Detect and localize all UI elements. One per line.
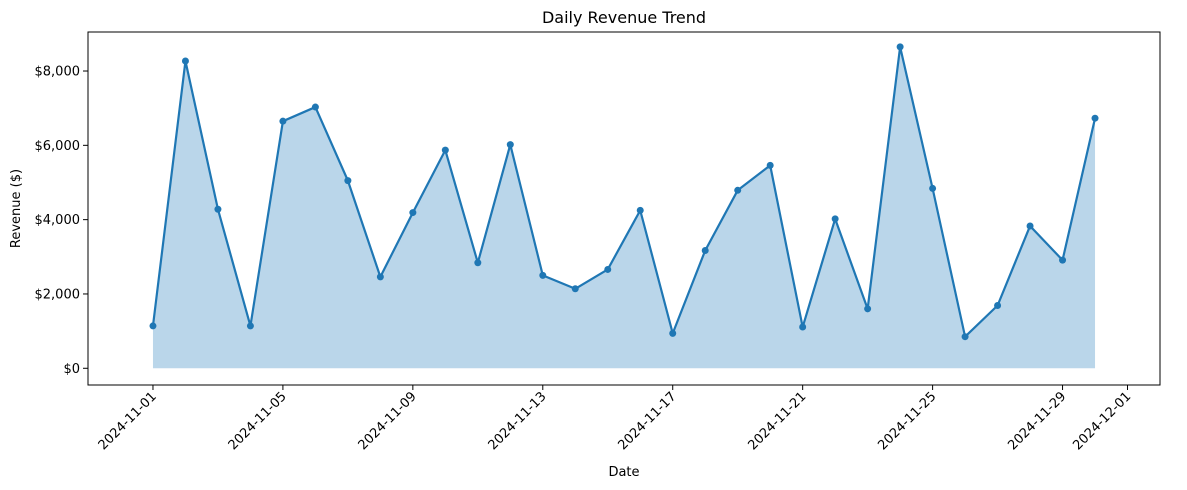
x-tick-label: 2024-11-05	[226, 389, 290, 453]
x-tick-label: 2024-12-01	[1070, 389, 1134, 453]
x-axis-title: Date	[608, 465, 639, 480]
data-point-2024-11-22	[831, 215, 839, 223]
data-point-2024-11-20	[766, 161, 774, 169]
data-point-2024-11-10	[441, 146, 449, 154]
area-fill	[152, 46, 1096, 369]
data-point-2024-11-24	[896, 43, 904, 51]
y-tick-label: $4,000	[35, 213, 81, 228]
area-layer	[152, 46, 1096, 369]
y-tick-label: $8,000	[35, 65, 81, 80]
x-tick-label: 2024-11-29	[1005, 389, 1069, 453]
y-tick-label: $6,000	[35, 139, 81, 154]
y-axis: $0 $2,000 $4,000 $6,000 $8,000	[35, 65, 88, 377]
data-point-2024-11-26	[961, 333, 969, 341]
data-point-2024-11-03	[214, 205, 222, 213]
data-point-2024-11-14	[571, 285, 579, 293]
x-tick-label: 2024-11-17	[616, 389, 680, 453]
data-point-2024-11-23	[864, 305, 872, 313]
y-tick-label: $2,000	[35, 287, 81, 302]
plot-frame	[87, 31, 1161, 386]
data-point-2024-11-01	[149, 322, 157, 330]
data-point-2024-11-11	[474, 259, 482, 267]
data-point-2024-11-19	[734, 186, 742, 194]
y-tick-label: $0	[63, 362, 80, 377]
data-point-2024-11-04	[246, 322, 254, 330]
data-point-2024-11-21	[799, 323, 807, 331]
data-point-2024-11-07	[344, 177, 352, 185]
data-point-2024-11-02	[181, 57, 189, 65]
x-tick-label: 2024-11-13	[486, 389, 550, 453]
data-point-2024-11-27	[994, 301, 1002, 309]
data-point-2024-11-29	[1059, 256, 1067, 264]
data-point-2024-11-12	[506, 141, 514, 149]
data-point-2024-11-30	[1091, 114, 1099, 122]
points-layer	[149, 43, 1099, 341]
x-tick-label: 2024-11-01	[96, 389, 160, 453]
x-tick-label: 2024-11-25	[875, 389, 939, 453]
x-axis: 2024-11-01 2024-11-05 2024-11-09 2024-11-13…	[96, 385, 1134, 453]
revenue-line	[151, 45, 1097, 338]
data-point-2024-11-28	[1026, 222, 1034, 230]
chart-title: Daily Revenue Trend	[542, 8, 706, 27]
data-point-2024-11-09	[409, 209, 417, 217]
data-point-2024-11-05	[279, 117, 287, 125]
y-axis-title: Revenue ($)	[9, 169, 24, 248]
data-point-2024-11-16	[636, 206, 644, 214]
x-tick-label: 2024-11-09	[356, 389, 420, 453]
data-point-2024-11-06	[311, 103, 319, 111]
data-point-2024-11-15	[604, 265, 612, 273]
x-tick-label: 2024-11-21	[745, 389, 809, 453]
data-point-2024-11-17	[669, 329, 677, 337]
data-point-2024-11-13	[539, 271, 547, 279]
data-point-2024-11-18	[701, 246, 709, 254]
line-layer	[151, 45, 1097, 338]
data-point-2024-11-25	[929, 184, 937, 192]
data-point-2024-11-08	[376, 273, 384, 281]
